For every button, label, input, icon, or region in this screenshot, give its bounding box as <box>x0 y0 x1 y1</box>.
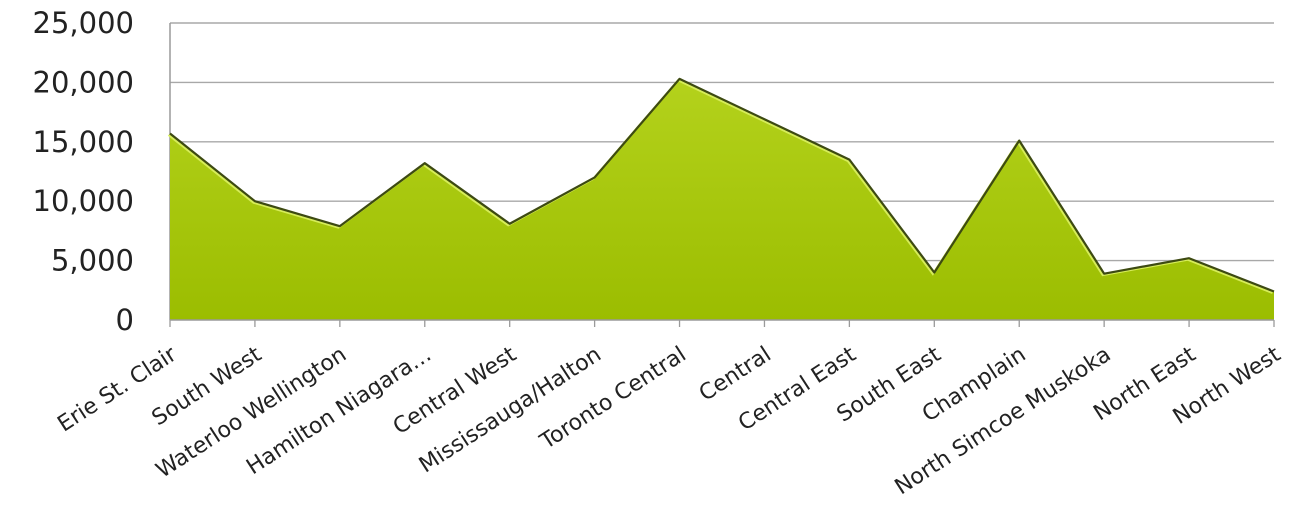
data-point <box>762 117 766 121</box>
data-point <box>253 199 257 203</box>
x-tick-label: Toronto Central <box>535 342 691 455</box>
data-point <box>338 224 342 228</box>
data-point <box>932 270 936 274</box>
y-axis: 0 5,000 10,000 15,000 20,000 25,000 <box>33 6 171 337</box>
data-point <box>1272 289 1276 293</box>
data-point <box>423 161 427 165</box>
y-tick-label: 15,000 <box>33 125 134 159</box>
data-point <box>508 222 512 226</box>
y-tick-label: 10,000 <box>33 184 134 218</box>
y-tick-label: 20,000 <box>33 65 134 99</box>
data-point <box>1017 139 1021 143</box>
data-point <box>168 131 172 135</box>
data-point <box>1102 272 1106 276</box>
data-point <box>1187 256 1191 260</box>
area-series <box>167 77 1276 320</box>
y-tick-label: 0 <box>116 303 134 337</box>
data-point <box>847 158 851 162</box>
area-fill <box>170 78 1274 320</box>
data-point <box>593 175 597 179</box>
y-tick-label: 5,000 <box>51 244 134 278</box>
data-point <box>678 77 682 81</box>
y-tick-label: 25,000 <box>33 6 134 40</box>
area-outline <box>169 77 1275 293</box>
